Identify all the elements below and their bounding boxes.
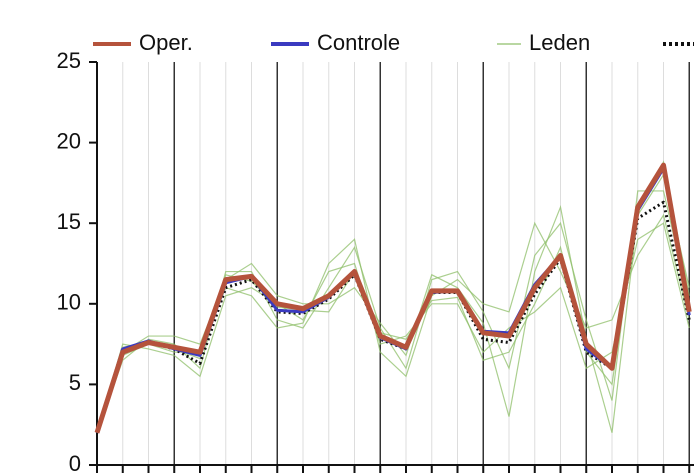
series-line <box>95 200 691 434</box>
member-line <box>96 222 690 433</box>
y-tick-label: 20 <box>57 128 81 153</box>
member-line <box>96 173 690 433</box>
member-line <box>96 190 690 433</box>
member-line <box>96 213 690 433</box>
legend-label: Oper. <box>139 30 193 55</box>
y-tick-label: 25 <box>57 48 81 73</box>
y-tick-label: 15 <box>57 209 81 234</box>
member-line <box>96 160 690 433</box>
y-tick-label: 0 <box>69 451 81 476</box>
series-line <box>94 162 692 434</box>
legend-label: Leden <box>529 30 590 55</box>
series-line <box>95 166 691 434</box>
y-tick-label: 5 <box>69 370 81 395</box>
legend-label: Controle <box>317 30 400 55</box>
y-tick-label: 10 <box>57 290 81 315</box>
